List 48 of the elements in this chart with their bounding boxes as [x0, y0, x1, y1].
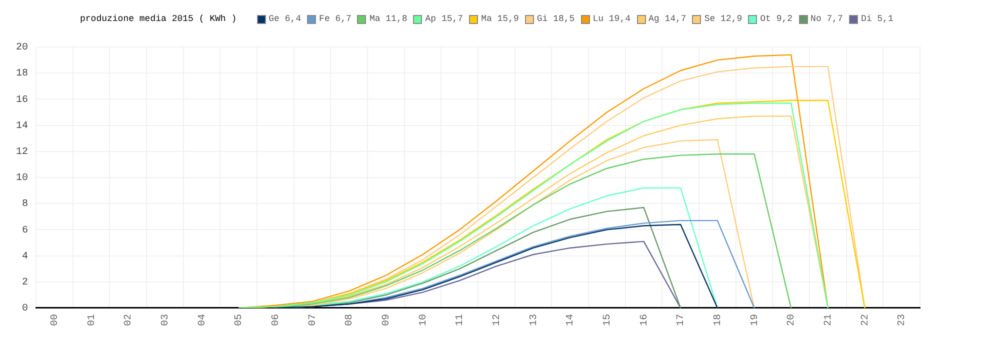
legend-label: Ag 14,7 [648, 14, 686, 24]
x-tick-label: 21 [824, 314, 835, 326]
y-tick-label: 18 [16, 68, 28, 80]
x-tick-label: 05 [234, 314, 246, 326]
legend-label: Di 5,1 [860, 14, 894, 24]
x-tick-label: 07 [308, 314, 319, 326]
legend-label: Ma 15,9 [480, 14, 519, 24]
legend-label: Fe 6,7 [318, 14, 352, 24]
legend-label: Ma 11,8 [368, 14, 408, 24]
x-tick-label: 23 [897, 314, 908, 326]
x-tick-label: 00 [50, 314, 62, 326]
y-tick-label: 2 [22, 278, 28, 289]
x-tick-label: 19 [750, 314, 761, 326]
x-tick-label: 17 [676, 314, 688, 326]
y-tick-label: 20 [16, 42, 28, 54]
legend-label: Ap 15,7 [424, 14, 464, 24]
x-tick-label: 13 [528, 314, 540, 326]
x-tick-label: 18 [713, 314, 724, 326]
legend-label: Lu 19,4 [592, 14, 631, 24]
x-tick-label: 16 [639, 314, 650, 326]
x-tick-label: 03 [160, 314, 172, 326]
y-tick-label: 16 [16, 94, 28, 106]
x-tick-label: 10 [418, 314, 430, 326]
y-tick-label: 0 [22, 304, 28, 315]
legend-label: Se 12,9 [703, 14, 742, 24]
y-tick-label: 10 [16, 173, 28, 184]
y-tick-label: 14 [16, 120, 28, 132]
y-tick-label: 6 [22, 225, 28, 236]
x-tick-label: 11 [455, 314, 466, 326]
x-tick-label: 09 [382, 314, 393, 326]
x-tick-label: 22 [860, 314, 872, 326]
chart-title: produzione media 2015 ( KWh ) [80, 14, 237, 24]
y-tick-label: 8 [22, 199, 28, 210]
x-tick-label: 14 [566, 314, 577, 326]
legend-label: Ot 9,2 [759, 14, 793, 24]
x-tick-label: 15 [602, 314, 614, 326]
x-tick-label: 20 [786, 314, 798, 326]
legend-label: Gi 18,5 [536, 14, 575, 24]
x-tick-label: 02 [124, 314, 135, 326]
x-tick-label: 12 [492, 314, 504, 326]
y-tick-label: 12 [16, 147, 28, 158]
y-tick-label: 4 [22, 251, 28, 262]
legend-label: No 7,7 [810, 14, 843, 24]
x-tick-label: 04 [197, 314, 208, 326]
x-tick-label: 06 [271, 314, 282, 326]
x-tick-label: 01 [86, 314, 98, 326]
legend-label: Ge 6,4 [268, 14, 302, 24]
x-tick-label: 08 [344, 314, 356, 326]
